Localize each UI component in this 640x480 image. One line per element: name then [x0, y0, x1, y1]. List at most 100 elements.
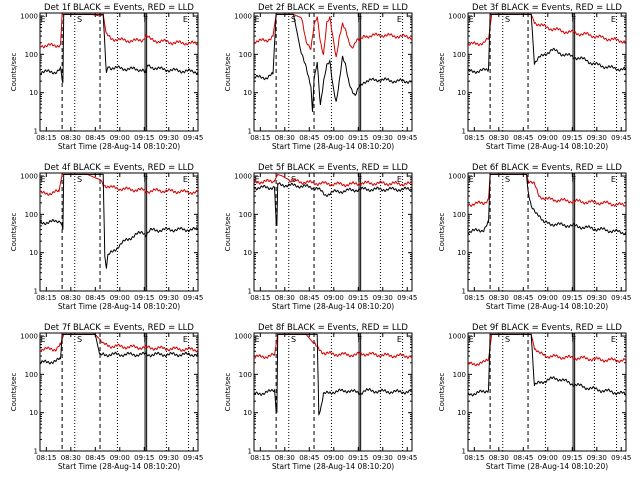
y-tick-label: 1000: [20, 173, 38, 181]
x-tick-label: 09:45: [611, 294, 631, 302]
y-tick-label: 10: [29, 249, 38, 257]
x-axis-label: Start Time (28-Aug-14 08:10:20): [272, 142, 394, 151]
x-tick-label: 08:15: [464, 454, 484, 462]
series-line-lld: [40, 333, 198, 353]
panel-title: Det 7f BLACK = Events, RED = LLD: [44, 323, 194, 333]
marker-label: E: [611, 175, 616, 184]
x-tick-label: 08:30: [489, 454, 509, 462]
y-tick-label: 1000: [448, 13, 466, 21]
x-tick-label: 08:45: [85, 134, 105, 142]
series-line-events: [468, 333, 626, 397]
series-group: [40, 173, 198, 269]
marker-label: S: [505, 15, 510, 24]
series-line-events: [254, 13, 412, 112]
x-tick-label: 08:30: [61, 134, 81, 142]
x-tick-label: 08:15: [464, 134, 484, 142]
series-line-events: [468, 173, 626, 236]
marker-label: S: [77, 15, 82, 24]
x-tick-label: 09:45: [397, 134, 417, 142]
x-tick-label: 08:30: [61, 454, 81, 462]
y-tick-label: 10: [457, 409, 466, 417]
x-tick-label: 08:30: [489, 134, 509, 142]
panel-title: Det 4f BLACK = Events, RED = LLD: [44, 163, 194, 173]
series-line-events: [254, 182, 412, 227]
y-tick-label: 1: [248, 448, 252, 456]
x-axis-label: Start Time (28-Aug-14 08:10:20): [486, 302, 608, 311]
y-tick-label: 100: [25, 371, 38, 379]
panel-title: Det 1f BLACK = Events, RED = LLD: [44, 3, 194, 13]
y-tick-label: 1: [248, 128, 252, 136]
y-axis-label: Counts/sec: [438, 53, 446, 92]
marker-label: F: [572, 335, 577, 344]
y-axis-label: Counts/sec: [10, 213, 18, 252]
marker-label: F: [144, 175, 149, 184]
marker-label: E: [255, 15, 260, 24]
plot-frame: [467, 332, 627, 452]
x-tick-label: 09:30: [587, 294, 607, 302]
marker-label: F: [358, 175, 363, 184]
x-tick-label: 09:00: [324, 134, 344, 142]
plot-frame: [253, 12, 413, 132]
panel-8: Det 8f BLACK = Events, RED = LLD 1 10 100 10…: [224, 323, 417, 471]
x-tick-label: 09:15: [562, 294, 582, 302]
x-tick-label: 08:30: [275, 454, 295, 462]
x-tick-label: 09:00: [110, 134, 130, 142]
y-axis-label: Counts/sec: [224, 373, 232, 412]
x-tick-label: 08:30: [275, 294, 295, 302]
panel-6: Det 6f BLACK = Events, RED = LLD 1 10 100 10…: [438, 163, 631, 311]
y-tick-label: 1: [34, 128, 38, 136]
x-tick-label: 08:45: [513, 454, 533, 462]
x-tick-label: 09:15: [348, 294, 368, 302]
panel-title: Det 6f BLACK = Events, RED = LLD: [472, 163, 622, 173]
y-tick-label: 10: [457, 89, 466, 97]
marker-label: E: [183, 175, 188, 184]
series-line-events: [40, 333, 198, 365]
series-group: [468, 173, 626, 236]
x-tick-label: 09:30: [159, 454, 179, 462]
series-line-lld: [468, 13, 626, 47]
series-group: [468, 13, 626, 75]
marker-label: S: [505, 335, 510, 344]
x-tick-label: 09:00: [110, 294, 130, 302]
panel-3: Det 3f BLACK = Events, RED = LLD 1 10 100 10…: [438, 3, 631, 151]
x-axis-label: Start Time (28-Aug-14 08:10:20): [486, 462, 608, 471]
x-axis-label: Start Time (28-Aug-14 08:10:20): [58, 142, 180, 151]
y-tick-label: 100: [239, 211, 252, 219]
marker-label: S: [77, 175, 82, 184]
series-line-events: [40, 13, 198, 84]
x-tick-label: 09:30: [159, 134, 179, 142]
marker-label: F: [572, 15, 577, 24]
marker-label: E: [397, 335, 402, 344]
y-tick-label: 100: [239, 371, 252, 379]
y-axis-label: Counts/sec: [224, 53, 232, 92]
y-tick-label: 100: [25, 51, 38, 59]
series-line-lld: [468, 333, 626, 367]
marker-label: E: [469, 175, 474, 184]
y-axis-label: Counts/sec: [438, 373, 446, 412]
y-tick-label: 10: [243, 249, 252, 257]
x-tick-label: 09:30: [373, 134, 393, 142]
y-tick-label: 1000: [20, 333, 38, 341]
marker-label: E: [255, 335, 260, 344]
x-tick-label: 08:30: [61, 294, 81, 302]
series-line-lld: [254, 173, 412, 188]
x-tick-label: 09:00: [324, 294, 344, 302]
y-tick-label: 1000: [234, 13, 252, 21]
x-tick-label: 09:15: [348, 134, 368, 142]
x-tick-label: 08:45: [299, 454, 319, 462]
y-tick-label: 1: [34, 288, 38, 296]
marker-label: E: [255, 175, 260, 184]
marker-label: S: [291, 15, 296, 24]
x-tick-label: 09:00: [538, 134, 558, 142]
x-axis-label: Start Time (28-Aug-14 08:10:20): [272, 462, 394, 471]
y-tick-label: 100: [239, 51, 252, 59]
y-tick-label: 1000: [20, 13, 38, 21]
series-line-events: [254, 333, 412, 416]
series-line-lld: [468, 173, 626, 208]
marker-label: E: [397, 15, 402, 24]
x-tick-label: 08:30: [275, 134, 295, 142]
x-tick-label: 09:00: [538, 294, 558, 302]
y-tick-label: 100: [453, 371, 466, 379]
y-tick-label: 100: [453, 51, 466, 59]
y-axis-label: Counts/sec: [10, 373, 18, 412]
